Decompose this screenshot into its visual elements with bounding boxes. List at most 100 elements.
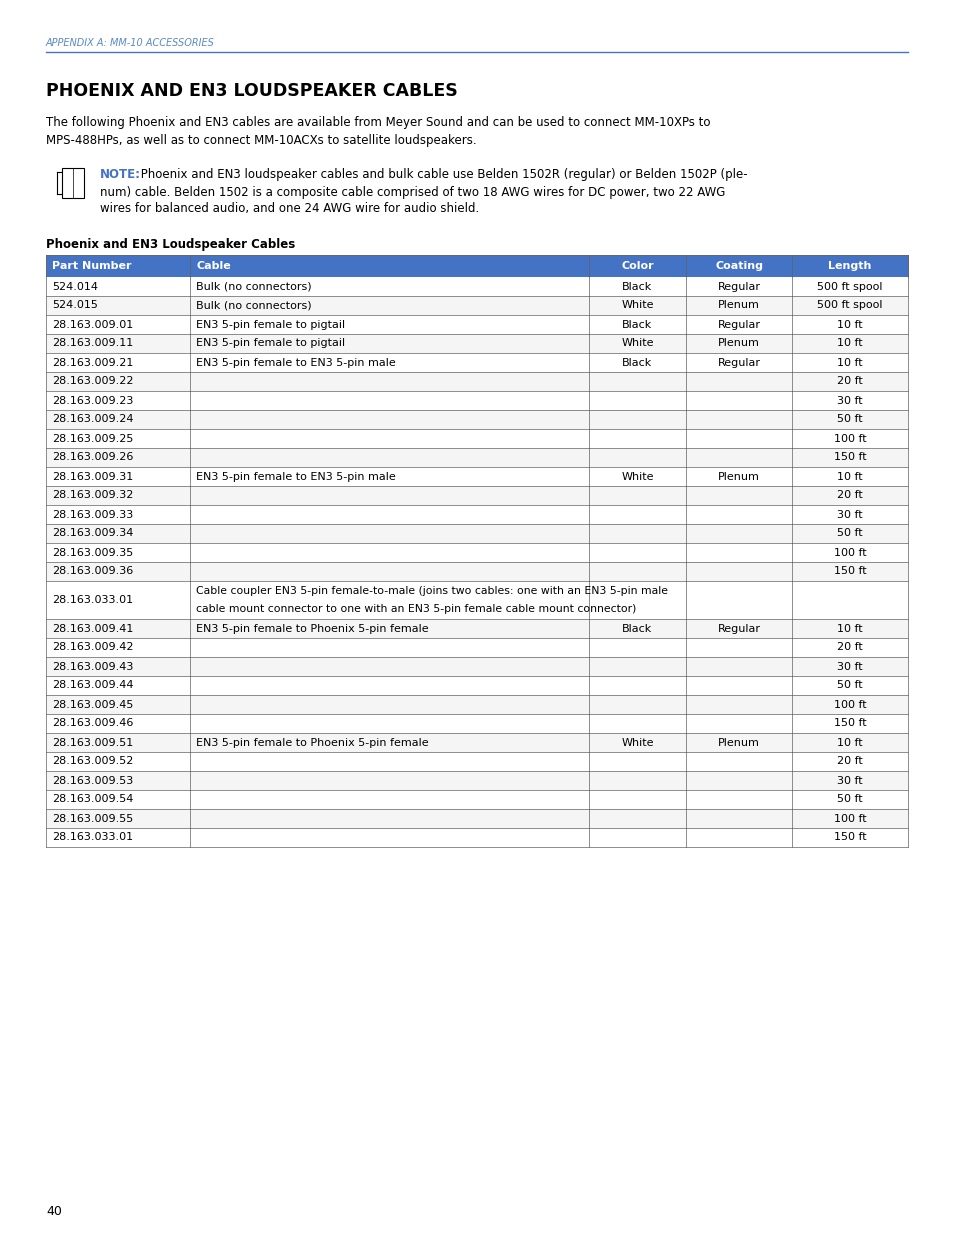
Text: 28.163.009.25: 28.163.009.25 — [52, 433, 133, 443]
Text: NOTE:: NOTE: — [100, 168, 141, 182]
Text: 28.163.009.33: 28.163.009.33 — [52, 510, 133, 520]
Text: 50 ft: 50 ft — [837, 680, 862, 690]
Text: Regular: Regular — [717, 357, 760, 368]
Text: 28.163.009.51: 28.163.009.51 — [52, 737, 133, 747]
Text: APPENDIX A: MM-10 ACCESSORIES: APPENDIX A: MM-10 ACCESSORIES — [46, 38, 214, 48]
Bar — [46, 391, 907, 410]
Text: Black: Black — [621, 624, 652, 634]
Bar — [62, 168, 84, 198]
Text: Phoenix and EN3 loudspeaker cables and bulk cable use Belden 1502R (regular) or : Phoenix and EN3 loudspeaker cables and b… — [137, 168, 747, 182]
Text: Phoenix and EN3 Loudspeaker Cables: Phoenix and EN3 Loudspeaker Cables — [46, 238, 294, 251]
Text: 10 ft: 10 ft — [837, 737, 862, 747]
Text: 500 ft spool: 500 ft spool — [817, 300, 882, 310]
Text: Plenum: Plenum — [718, 338, 760, 348]
Bar — [46, 333, 907, 353]
Text: 10 ft: 10 ft — [837, 624, 862, 634]
Text: 28.163.009.11: 28.163.009.11 — [52, 338, 133, 348]
Text: White: White — [620, 300, 653, 310]
Text: PHOENIX AND EN3 LOUDSPEAKER CABLES: PHOENIX AND EN3 LOUDSPEAKER CABLES — [46, 82, 457, 100]
Text: The following Phoenix and EN3 cables are available from Meyer Sound and can be u: The following Phoenix and EN3 cables are… — [46, 116, 710, 128]
Text: 28.163.009.35: 28.163.009.35 — [52, 547, 133, 557]
Text: Black: Black — [621, 320, 652, 330]
Text: 28.163.009.53: 28.163.009.53 — [52, 776, 133, 785]
Text: 150 ft: 150 ft — [833, 719, 865, 729]
Text: 28.163.009.23: 28.163.009.23 — [52, 395, 133, 405]
Text: Plenum: Plenum — [718, 472, 760, 482]
Text: Part Number: Part Number — [52, 261, 132, 270]
Text: 150 ft: 150 ft — [833, 567, 865, 577]
Bar — [46, 315, 907, 333]
Bar — [46, 638, 907, 657]
Bar — [46, 296, 907, 315]
Text: MPS-488HPs, as well as to connect MM-10ACXs to satellite loudspeakers.: MPS-488HPs, as well as to connect MM-10A… — [46, 135, 476, 147]
Text: 28.163.009.01: 28.163.009.01 — [52, 320, 133, 330]
Text: EN3 5-pin female to Phoenix 5-pin female: EN3 5-pin female to Phoenix 5-pin female — [196, 624, 429, 634]
Text: 28.163.009.41: 28.163.009.41 — [52, 624, 133, 634]
Text: 28.163.033.01: 28.163.033.01 — [52, 595, 133, 605]
Text: Cable: Cable — [196, 261, 231, 270]
Bar — [46, 487, 907, 505]
Text: Coating: Coating — [714, 261, 762, 270]
Text: 20 ft: 20 ft — [837, 642, 862, 652]
Text: 28.163.009.46: 28.163.009.46 — [52, 719, 133, 729]
Bar — [46, 505, 907, 524]
Bar — [46, 467, 907, 487]
Text: Color: Color — [620, 261, 653, 270]
Text: Regular: Regular — [717, 624, 760, 634]
Bar — [46, 752, 907, 771]
Text: 28.163.033.01: 28.163.033.01 — [52, 832, 133, 842]
Text: 50 ft: 50 ft — [837, 415, 862, 425]
Bar — [46, 254, 907, 277]
Text: 28.163.009.31: 28.163.009.31 — [52, 472, 133, 482]
Bar — [46, 734, 907, 752]
Text: 524.014: 524.014 — [52, 282, 98, 291]
Text: 500 ft spool: 500 ft spool — [817, 282, 882, 291]
Text: Plenum: Plenum — [718, 737, 760, 747]
Text: 20 ft: 20 ft — [837, 757, 862, 767]
Bar — [46, 277, 907, 296]
Text: 28.163.009.32: 28.163.009.32 — [52, 490, 133, 500]
Text: 28.163.009.34: 28.163.009.34 — [52, 529, 133, 538]
Text: 28.163.009.54: 28.163.009.54 — [52, 794, 133, 804]
Bar — [46, 524, 907, 543]
Bar — [46, 827, 907, 847]
Text: 28.163.009.24: 28.163.009.24 — [52, 415, 133, 425]
Bar — [46, 410, 907, 429]
Text: Plenum: Plenum — [718, 300, 760, 310]
Text: 50 ft: 50 ft — [837, 529, 862, 538]
Text: 10 ft: 10 ft — [837, 320, 862, 330]
Text: 40: 40 — [46, 1205, 62, 1218]
Text: num) cable. Belden 1502 is a composite cable comprised of two 18 AWG wires for D: num) cable. Belden 1502 is a composite c… — [100, 186, 724, 199]
Bar — [46, 562, 907, 580]
Text: 28.163.009.52: 28.163.009.52 — [52, 757, 133, 767]
Bar — [46, 543, 907, 562]
Bar — [46, 809, 907, 827]
Text: 28.163.009.43: 28.163.009.43 — [52, 662, 133, 672]
Text: 28.163.009.22: 28.163.009.22 — [52, 377, 133, 387]
Text: White: White — [620, 737, 653, 747]
Text: EN3 5-pin female to EN3 5-pin male: EN3 5-pin female to EN3 5-pin male — [196, 472, 395, 482]
Text: 30 ft: 30 ft — [837, 510, 862, 520]
Text: 28.163.009.26: 28.163.009.26 — [52, 452, 133, 462]
Text: 28.163.009.21: 28.163.009.21 — [52, 357, 133, 368]
Bar — [46, 657, 907, 676]
Text: EN3 5-pin female to pigtail: EN3 5-pin female to pigtail — [196, 320, 345, 330]
Bar — [46, 429, 907, 448]
Text: 10 ft: 10 ft — [837, 472, 862, 482]
Bar — [46, 619, 907, 638]
Text: EN3 5-pin female to EN3 5-pin male: EN3 5-pin female to EN3 5-pin male — [196, 357, 395, 368]
Text: Bulk (no connectors): Bulk (no connectors) — [196, 300, 312, 310]
Bar — [46, 353, 907, 372]
Bar — [46, 714, 907, 734]
Text: 28.163.009.36: 28.163.009.36 — [52, 567, 133, 577]
Text: 28.163.009.55: 28.163.009.55 — [52, 814, 133, 824]
Text: 28.163.009.42: 28.163.009.42 — [52, 642, 133, 652]
Text: 150 ft: 150 ft — [833, 452, 865, 462]
Text: White: White — [620, 472, 653, 482]
Text: 100 ft: 100 ft — [833, 814, 865, 824]
Bar — [46, 695, 907, 714]
Text: Black: Black — [621, 357, 652, 368]
Text: 100 ft: 100 ft — [833, 699, 865, 709]
Bar — [46, 372, 907, 391]
Text: 10 ft: 10 ft — [837, 357, 862, 368]
